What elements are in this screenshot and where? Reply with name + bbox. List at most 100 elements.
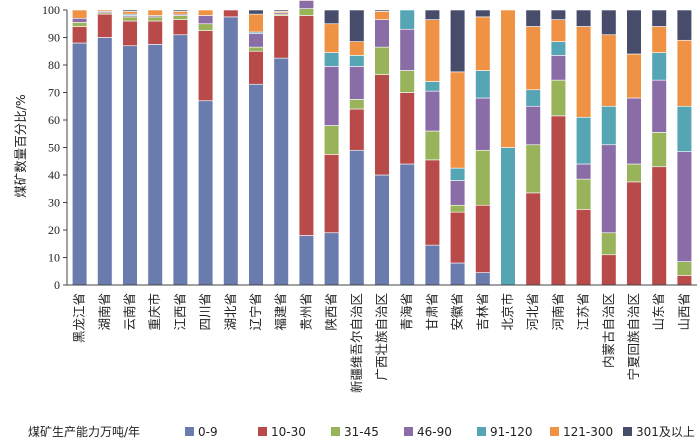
x-tick-label: 甘肃省 <box>424 293 439 331</box>
y-tick-label: 30 <box>48 196 60 210</box>
bar-stack <box>349 9 365 286</box>
bar-stack <box>500 9 516 286</box>
y-axis-title: 煤矿数量百分比/% <box>13 94 28 198</box>
bar-stack <box>525 9 541 286</box>
bar-stack <box>298 0 315 286</box>
bar-segment <box>651 79 667 133</box>
bar-segment <box>172 19 189 36</box>
legend-item: 301及以上 <box>623 425 695 439</box>
x-tick-label: 黑龙江省 <box>72 293 87 343</box>
bar-segment <box>374 9 390 12</box>
x-tick-label: 重庆市 <box>147 293 162 331</box>
x-tick-label: 四川省 <box>198 293 213 331</box>
bar-segment <box>575 209 592 286</box>
bar-segment <box>97 9 113 12</box>
legend-swatch <box>331 427 340 436</box>
bar-segment <box>575 178 592 210</box>
bar-segment <box>374 46 390 75</box>
bar-segment <box>122 16 138 22</box>
bar-segment <box>424 159 441 246</box>
legend-item: 0-9 <box>185 425 218 439</box>
bar-segment <box>399 28 415 71</box>
bar-segment <box>323 154 340 234</box>
bar-segment <box>374 11 390 20</box>
bar-segment <box>449 262 466 286</box>
bar-segment <box>197 15 214 25</box>
legend-swatch <box>477 427 486 436</box>
bar-segment <box>248 33 264 48</box>
bar-stack <box>399 9 415 286</box>
bar-segment <box>172 15 189 20</box>
bar-segment <box>626 53 642 99</box>
bar-stack <box>248 9 264 286</box>
bar-segment <box>248 83 264 286</box>
y-tick-label: 80 <box>48 58 60 72</box>
bar-segment <box>172 11 189 15</box>
legend-swatch <box>623 427 632 436</box>
bar-segment <box>122 9 138 12</box>
bar-segment <box>525 26 541 91</box>
bar-segment <box>676 151 693 262</box>
x-tick-label: 湖南省 <box>97 293 112 331</box>
bar-segment <box>626 163 642 183</box>
legend-label: 31-45 <box>344 425 379 439</box>
bar-segment <box>626 9 642 55</box>
legend-label: 301及以上 <box>636 425 695 439</box>
bar-segment <box>550 9 567 20</box>
y-tick-label: 100 <box>42 3 60 17</box>
bar-stack <box>223 9 239 286</box>
x-tick-label: 宁夏回族自治区 <box>626 293 641 381</box>
legend-swatch <box>258 427 267 436</box>
bar-segment <box>575 116 592 165</box>
bar-segment <box>525 9 541 27</box>
bar-segment <box>349 41 365 56</box>
bar-segment <box>449 71 466 169</box>
bar-segment <box>172 34 189 286</box>
bar-segment <box>197 100 214 286</box>
bar-segment <box>550 19 567 42</box>
bar-segment <box>550 79 567 117</box>
bar-segment <box>475 16 491 71</box>
bar-segment <box>550 41 567 56</box>
y-axis: 0 10 20 30 40 50 60 70 80 90 100 <box>42 3 68 292</box>
bar-segment <box>500 9 516 148</box>
bar-stack <box>197 9 214 286</box>
bar-segment <box>349 55 365 67</box>
bar-segment <box>71 17 88 23</box>
bar-segment <box>374 19 390 48</box>
bar-stack <box>147 9 163 286</box>
bar-segment <box>349 9 365 42</box>
bar-segment <box>550 55 567 81</box>
legend-item: 46-90 <box>404 425 452 439</box>
bar-segment <box>399 9 415 30</box>
legend-label: 121-300 <box>563 425 613 439</box>
bar-stack <box>424 9 441 286</box>
bar-segment <box>676 105 693 152</box>
x-tick-label: 湖北省 <box>223 293 238 331</box>
y-tick-label: 40 <box>48 168 60 182</box>
bar-segment <box>399 92 415 165</box>
bar-stack <box>575 9 592 286</box>
bar-segment <box>223 16 239 286</box>
bar-segment <box>147 16 163 22</box>
bar-segment <box>248 46 264 52</box>
x-tick-label: 福建省 <box>273 293 288 331</box>
y-tick-label: 10 <box>48 251 60 265</box>
x-tick-label: 云南省 <box>122 293 137 331</box>
legend-label: 0-9 <box>198 425 218 439</box>
bar-segment <box>197 23 214 31</box>
bar-segment <box>323 23 340 53</box>
bar-segment <box>298 15 315 236</box>
bar-segment <box>147 20 163 45</box>
bar-segment <box>500 147 516 286</box>
legend-label: 91-120 <box>490 425 533 439</box>
bar-segment <box>449 204 466 213</box>
bar-stack <box>676 9 693 286</box>
bar-stack <box>374 9 390 286</box>
legend-title: 煤矿生产能力万吨/年 <box>28 425 140 439</box>
y-tick-label: 60 <box>48 113 60 127</box>
x-tick-label: 陕西省 <box>324 293 339 331</box>
bar-segment <box>575 9 592 27</box>
x-tick-label: 内蒙古自治区 <box>601 293 616 368</box>
legend-item: 121-300 <box>550 425 613 439</box>
